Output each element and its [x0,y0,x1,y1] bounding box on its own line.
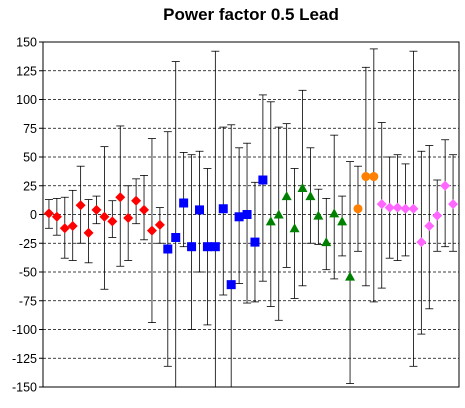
diamond-marker [59,223,70,234]
diamond-marker [432,210,443,221]
diamond-marker [115,192,126,203]
triangle-marker [345,271,356,281]
diamond-marker [83,227,94,238]
diamond-marker [91,204,102,215]
square-marker [179,198,189,208]
triangle-marker [305,191,316,201]
y-tick-label: 25 [23,179,37,193]
square-marker [226,280,236,290]
triangle-marker [273,209,284,219]
diamond-marker [43,208,54,219]
diamond-marker [376,199,387,210]
triangle-marker [337,216,348,226]
y-tick-label: 50 [23,151,37,165]
diamond-marker [154,219,165,230]
diamond-marker [146,225,157,236]
y-tick-label: 125 [16,64,37,78]
triangle-marker [321,237,332,247]
triangle-marker [297,183,308,193]
diamond-marker [131,195,142,206]
circle-marker [353,204,363,214]
square-marker [163,244,173,254]
diamond-marker [51,211,62,222]
y-tick-label: 100 [16,93,37,107]
diamond-marker [75,200,86,211]
diamond-marker [424,221,435,231]
y-tick-label: 75 [23,122,37,136]
square-marker [234,212,244,222]
data-markers [43,172,459,290]
triangle-marker [313,210,324,220]
y-tick-label: -75 [19,294,37,308]
square-marker [210,242,220,252]
diamond-marker [448,199,459,210]
diamond-marker [400,203,411,214]
y-tick-label: -150 [12,381,37,395]
triangle-marker [265,216,276,226]
triangle-marker [329,208,340,218]
y-tick-label: 0 [30,208,37,222]
square-marker [187,242,197,252]
square-marker [242,210,252,219]
square-marker [202,242,212,252]
triangle-marker [289,223,300,233]
diamond-marker [384,202,395,213]
y-tick-label: -100 [12,323,37,337]
square-marker [194,205,204,215]
y-axis-tick-labels: 150 125 100 75 50 25 0 -25 -50 -75 -100 -125 -150 [12,36,37,395]
diamond-marker [67,221,78,231]
diamond-marker [440,180,451,191]
y-tick-label: -125 [12,352,37,366]
square-marker [250,237,260,247]
diamond-marker [392,202,403,213]
y-tick-label: -25 [19,237,37,251]
diamond-marker [416,237,427,248]
chart-title: Power factor 0.5 Lead [163,5,339,24]
y-tick-label: 150 [16,36,37,50]
diamond-marker [99,211,110,222]
diamond-marker [139,204,150,215]
square-marker [218,204,228,214]
diamond-marker [107,216,118,227]
plot-area-frame [42,41,460,388]
circle-marker [369,172,379,182]
diamond-marker [123,212,134,223]
y-tick-label: -50 [19,266,37,280]
triangle-marker [281,191,292,201]
square-marker [171,233,181,242]
diamond-marker [408,203,419,214]
circle-marker [361,172,371,182]
square-marker [258,175,268,185]
